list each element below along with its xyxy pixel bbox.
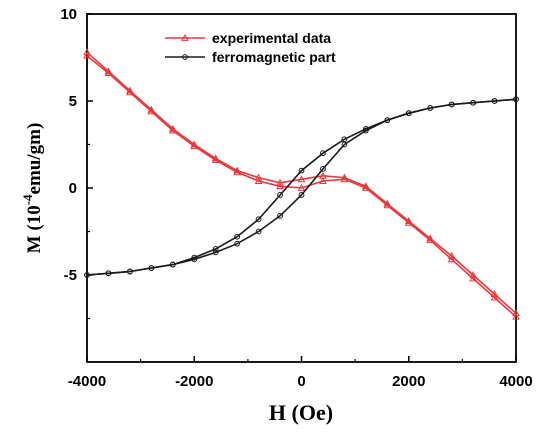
data-point: [276, 178, 284, 186]
data-point: [255, 216, 262, 223]
data-point: [340, 173, 349, 181]
data-point: [104, 67, 113, 75]
data-point: [254, 177, 263, 184]
data-point: [191, 254, 198, 261]
data-point: [319, 177, 327, 184]
data-point: [233, 166, 241, 174]
data-point: [234, 240, 241, 247]
data-point: [211, 154, 220, 162]
data-point: [277, 192, 283, 198]
data-point: [168, 124, 177, 132]
data-point: [405, 110, 412, 117]
x-tick-label: 0: [297, 373, 305, 390]
data-point: [233, 168, 241, 176]
data-point: [341, 136, 348, 143]
data-point: [320, 150, 326, 157]
data-point: [212, 246, 219, 252]
x-axis-title: H (Oe): [269, 400, 333, 425]
data-point: [384, 117, 391, 124]
data-point: [491, 98, 498, 104]
data-point: [126, 86, 134, 94]
y-tick-label: 5: [69, 93, 77, 110]
data-point: [105, 270, 112, 277]
data-point: [234, 233, 241, 240]
legend-swatch-marker: [182, 54, 188, 60]
data-point: [490, 293, 499, 301]
legend-entry: ferromagnetic part: [165, 49, 336, 65]
data-point: [383, 199, 392, 207]
y-axis-title-exponent: -4: [20, 194, 35, 205]
legend-entry: experimental data: [165, 30, 331, 46]
data-point: [469, 270, 477, 278]
y-axis-title: M (10-4emu/gm): [20, 123, 45, 254]
data-point: [276, 182, 284, 190]
y-axis-title-main: M (10: [24, 205, 45, 253]
legend-label: ferromagnetic part: [212, 49, 336, 65]
data-point: [427, 105, 434, 111]
data-point: [512, 312, 520, 320]
x-tick-label: 4000: [499, 373, 532, 390]
y-tick-label: 10: [60, 6, 77, 23]
y-tick-label: 0: [69, 180, 77, 197]
data-point: [320, 165, 326, 172]
data-point: [83, 48, 91, 56]
x-tick-label: 2000: [392, 373, 425, 390]
axis-ticks: -4000 -2000 0 2000 4000 -5 0 5 10: [60, 6, 532, 390]
data-point: [298, 192, 305, 198]
data-point: [447, 251, 456, 259]
series-layer: [83, 48, 520, 320]
series-line: [86, 55, 517, 318]
series-0: [83, 48, 520, 320]
x-tick-label: -2000: [175, 373, 213, 390]
y-axis-title-tail: emu/gm): [24, 123, 45, 195]
data-point: [362, 125, 369, 132]
data-point: [490, 290, 499, 298]
series-line: [86, 98, 517, 276]
legend-swatch-marker: [181, 33, 189, 41]
data-point: [297, 183, 306, 191]
data-point: [426, 234, 435, 242]
series-1: [84, 96, 519, 278]
data-point: [126, 268, 133, 275]
series-line: [86, 98, 517, 276]
data-point: [470, 99, 477, 106]
data-point: [469, 274, 477, 282]
series-line: [86, 51, 517, 314]
data-point: [512, 309, 520, 317]
data-point: [404, 217, 413, 224]
data-point: [83, 51, 91, 59]
data-point: [513, 96, 519, 103]
y-tick-label: -5: [64, 267, 77, 284]
data-point: [255, 228, 262, 235]
data-point: [447, 255, 456, 263]
data-point: [190, 140, 199, 148]
legend-label: experimental data: [212, 30, 331, 46]
data-point: [362, 182, 370, 190]
data-point: [169, 261, 176, 268]
legend: experimental data ferromagnetic part: [165, 30, 336, 65]
data-point: [448, 101, 455, 108]
data-point: [147, 105, 156, 113]
data-point: [254, 173, 263, 181]
x-tick-label: -4000: [68, 373, 106, 390]
data-point: [277, 212, 283, 219]
data-point: [297, 175, 306, 183]
data-point: [298, 167, 305, 174]
data-point: [319, 171, 327, 179]
data-point: [148, 265, 155, 271]
data-point: [212, 249, 219, 256]
data-point: [84, 272, 90, 278]
